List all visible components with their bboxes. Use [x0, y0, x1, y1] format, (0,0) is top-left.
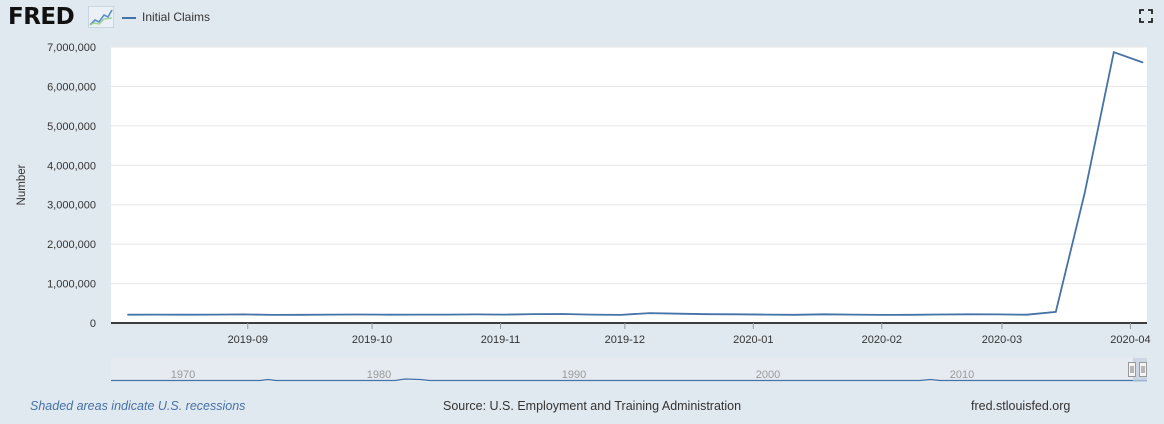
fred-logo[interactable]: FRED [8, 4, 75, 30]
navigator-background [111, 358, 1147, 382]
data-point [939, 314, 941, 315]
trend-graph-icon [88, 6, 114, 28]
legend-label: Initial Claims [142, 10, 211, 24]
gridlines [111, 46, 1147, 285]
data-point [1084, 192, 1086, 194]
data-point [765, 314, 767, 316]
line-chart: 0 1,000,000 2,000,000 3,000,000 4,000,000 5,0… [16, 42, 1151, 382]
data-point [968, 313, 970, 315]
site-link[interactable]: fred.stlouisfed.org [971, 399, 1071, 413]
data-point [417, 314, 419, 316]
data-point [620, 314, 622, 316]
x-tick-label: 2019-10 [352, 334, 392, 346]
data-point [562, 313, 564, 315]
data-point [678, 313, 680, 315]
y-tick-label: 5,000,000 [47, 121, 96, 133]
data-point [243, 313, 245, 315]
data-point [997, 313, 999, 315]
data-point [881, 314, 883, 316]
range-navigator[interactable]: 1970 1980 1990 2000 2010 [111, 358, 1147, 382]
data-point [127, 314, 129, 316]
data-point [1055, 311, 1057, 313]
data-point [301, 314, 303, 316]
data-point [214, 314, 216, 316]
y-axis-label: Number [16, 164, 28, 205]
y-tick-label: 3,000,000 [47, 200, 96, 212]
data-point [794, 314, 796, 316]
data-point [475, 313, 477, 315]
x-tick-label: 2020-02 [862, 334, 902, 346]
y-tick-label: 7,000,000 [47, 42, 96, 54]
data-point [736, 313, 738, 315]
data-point [272, 314, 274, 316]
navigator-tick-label: 1980 [367, 369, 391, 381]
data-point [1026, 314, 1028, 316]
navigator-tick-label: 2010 [950, 369, 974, 381]
fullscreen-expand-icon[interactable] [1138, 8, 1154, 24]
data-point [1113, 51, 1115, 53]
x-tick-label: 2019-11 [481, 334, 521, 346]
series-line [127, 51, 1144, 316]
x-tick-label: 2020-01 [733, 334, 773, 346]
legend-swatch [122, 16, 136, 19]
data-point [359, 314, 361, 315]
navigator-tick-label: 1970 [171, 369, 195, 381]
x-tick-label: 2019-12 [605, 334, 645, 346]
data-point [649, 312, 651, 314]
x-tick-label: 2020-03 [982, 334, 1022, 346]
y-tick-label: 1,000,000 [47, 279, 96, 291]
data-point [707, 313, 709, 315]
recession-note[interactable]: Shaded areas indicate U.S. recessions [30, 399, 246, 413]
navigator-series-line [111, 378, 1147, 382]
plot-area [111, 47, 1147, 323]
range-handle-left-icon[interactable] [1128, 362, 1136, 377]
legend-item-initial-claims[interactable]: Initial Claims [122, 10, 210, 24]
data-point [533, 313, 535, 315]
x-axis-ticks: 2019-09 2019-10 2019-11 2019-12 2020-01 2020-… [228, 323, 1151, 346]
navigator-tick-label: 2000 [756, 369, 780, 381]
data-point [388, 314, 390, 316]
source-note: Source: U.S. Employment and Training Adm… [443, 399, 742, 413]
y-tick-label: 6,000,000 [47, 81, 96, 93]
range-handle-right-icon[interactable] [1139, 362, 1147, 377]
data-point [910, 314, 912, 316]
data-point [446, 314, 448, 316]
y-axis-ticks: 0 1,000,000 2,000,000 3,000,000 4,000,000 5,0… [47, 42, 96, 330]
data-point [156, 314, 158, 316]
data-point [591, 314, 593, 316]
data-point [185, 314, 187, 316]
x-tick-label: 2020-04 [1110, 334, 1150, 346]
data-point [823, 313, 825, 315]
y-tick-label: 0 [90, 318, 96, 330]
data-point [504, 314, 506, 316]
navigator-ticks: 1970 1980 1990 2000 2010 [171, 369, 974, 381]
series-initial-claims [127, 51, 1144, 316]
y-tick-label: 4,000,000 [47, 160, 96, 172]
data-point [330, 314, 332, 316]
data-point [1142, 62, 1144, 63]
data-point [852, 314, 854, 316]
navigator-tick-label: 1990 [562, 369, 586, 381]
chart-header: FRED Initial Claims [0, 0, 1164, 36]
y-tick-label: 2,000,000 [47, 239, 96, 251]
x-tick-label: 2019-09 [228, 334, 268, 346]
